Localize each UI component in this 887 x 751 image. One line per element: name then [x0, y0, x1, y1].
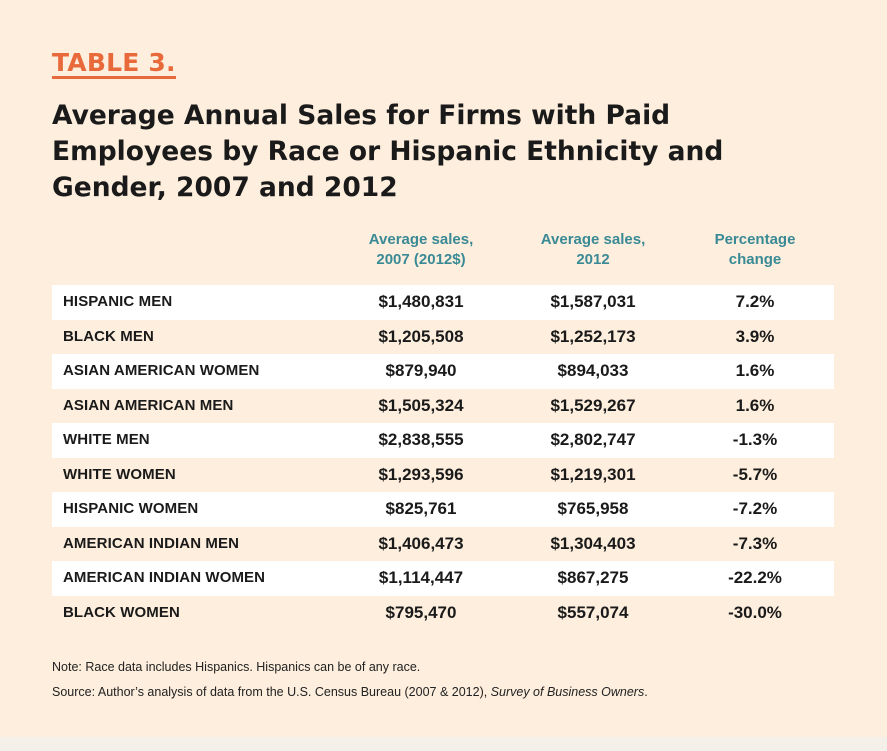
table-row: WHITE WOMEN $1,293,596 $1,219,301 -5.7% [52, 458, 834, 493]
cell-sales-2012: $2,802,747 [550, 430, 636, 449]
cell-sales-2012: $1,587,031 [550, 292, 636, 311]
row-group-label: AMERICAN INDIAN MEN [63, 534, 240, 552]
table-row: BLACK MEN $1,205,508 $1,252,173 3.9% [52, 320, 834, 355]
row-group-label: ASIAN AMERICAN MEN [63, 396, 234, 414]
cell-percentage-change: -22.2% [728, 568, 782, 587]
cell-sales-2012: $1,219,301 [550, 464, 636, 484]
cell-percentage-change: -7.2% [732, 499, 778, 518]
cell-sales-2012: $867,275 [557, 568, 629, 587]
cell-percentage-change: 1.6% [735, 361, 775, 380]
table-label: TABLE 3. [52, 48, 176, 79]
source-title: Survey of Business Owners [490, 685, 645, 699]
table-row: HISPANIC WOMEN $825,761 $765,958 -7.2% [52, 492, 834, 527]
column-header-line: Average sales, [540, 231, 646, 248]
table-row: AMERICAN INDIAN MEN $1,406,473 $1,304,403 -… [52, 527, 834, 562]
cell-sales-2007: $1,480,831 [378, 292, 464, 311]
cell-sales-2007: $795,470 [385, 602, 457, 622]
source-suffix: . [644, 685, 648, 699]
cell-sales-2007: $1,505,324 [378, 395, 464, 415]
cell-percentage-change: -30.0% [728, 602, 782, 622]
cell-sales-2012: $1,252,173 [550, 326, 636, 346]
table-title: Average Annual Sales for Firms with Paid… [52, 100, 724, 203]
cell-percentage-change: 3.9% [735, 326, 775, 346]
column-header-line: change [728, 251, 782, 268]
table-row: ASIAN AMERICAN WOMEN $879,940 $894,033 1.6% [52, 354, 834, 389]
table-body: HISPANIC MEN $1,480,831 $1,587,031 7.2% BLAC… [52, 285, 834, 630]
cell-sales-2007: $825,761 [385, 499, 457, 518]
table-row: BLACK WOMEN $795,470 $557,074 -30.0% [52, 596, 834, 631]
cell-percentage-change: -5.7% [732, 464, 778, 484]
table-row: HISPANIC MEN $1,480,831 $1,587,031 7.2% [52, 285, 834, 320]
row-group-label: WHITE WOMEN [63, 465, 176, 483]
column-header-sales-2012: Average sales, 2012 [498, 230, 688, 270]
table-source: Source: Author’s analysis of data from t… [52, 685, 648, 699]
cell-percentage-change: 1.6% [735, 395, 775, 415]
cell-sales-2007: $1,406,473 [378, 533, 464, 553]
row-group-label: HISPANIC MEN [63, 293, 173, 310]
cell-percentage-change: 7.2% [735, 292, 775, 311]
table-note: Note: Race data includes Hispanics. Hisp… [52, 660, 421, 674]
table-card: TABLE 3. Average Annual Sales for Firms … [14, 12, 874, 737]
column-header-percentage-change: Percentage change [680, 230, 830, 270]
table-row: WHITE MEN $2,838,555 $2,802,747 -1.3% [52, 423, 834, 458]
row-group-label: HISPANIC WOMEN [63, 500, 199, 517]
column-header-line: 2007 (2012$) [376, 251, 466, 268]
row-group-label: ASIAN AMERICAN WOMEN [63, 362, 260, 379]
row-group-label: BLACK MEN [63, 327, 154, 345]
cell-sales-2012: $894,033 [557, 361, 629, 380]
cell-sales-2007: $2,838,555 [378, 430, 464, 449]
row-group-label: WHITE MEN [63, 431, 150, 448]
cell-percentage-change: -7.3% [732, 533, 778, 553]
cell-sales-2012: $1,304,403 [550, 533, 636, 553]
bottom-strip [0, 737, 887, 751]
cell-sales-2007: $879,940 [385, 361, 457, 380]
cell-sales-2012: $1,529,267 [550, 395, 636, 415]
cell-percentage-change: -1.3% [732, 430, 778, 449]
cell-sales-2007: $1,114,447 [378, 568, 464, 587]
column-header-line: 2012 [576, 251, 610, 268]
table-row: ASIAN AMERICAN MEN $1,505,324 $1,529,267 1.… [52, 389, 834, 424]
cell-sales-2007: $1,293,596 [378, 464, 464, 484]
cell-sales-2012: $765,958 [557, 499, 629, 518]
cell-sales-2012: $557,074 [557, 602, 629, 622]
column-header-sales-2007: Average sales, 2007 (2012$) [326, 230, 516, 270]
row-group-label: AMERICAN INDIAN WOMEN [63, 569, 266, 586]
table-row: AMERICAN INDIAN WOMEN $1,114,447 $867,275 -… [52, 561, 834, 596]
row-group-label: BLACK WOMEN [63, 603, 180, 621]
column-header-line: Percentage [714, 231, 796, 248]
column-header-line: Average sales, [368, 231, 474, 248]
source-text: Source: Author’s analysis of data from t… [52, 685, 491, 699]
cell-sales-2007: $1,205,508 [378, 326, 464, 346]
